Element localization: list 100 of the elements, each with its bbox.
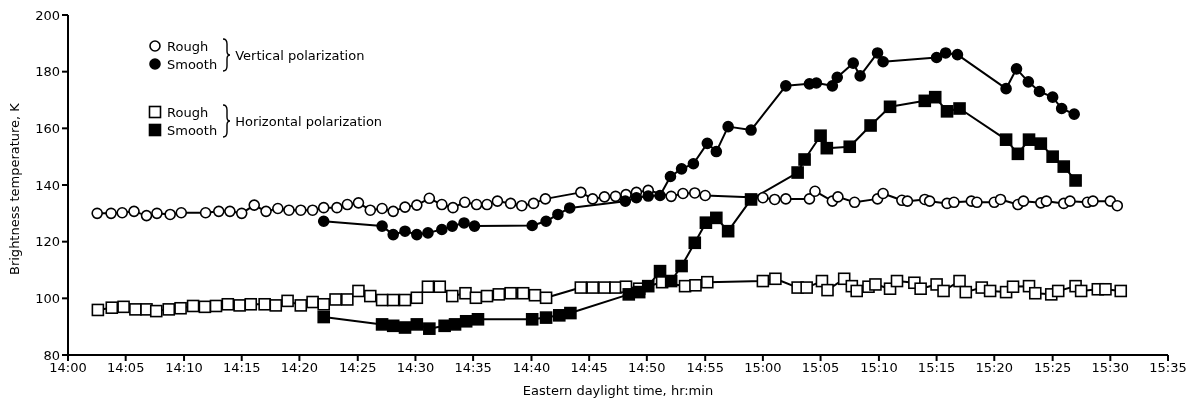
x-tick-label: 15:00 bbox=[744, 360, 782, 376]
x-tick-label: 14:35 bbox=[454, 360, 492, 376]
x-tick-label: 15:05 bbox=[801, 360, 840, 376]
point bbox=[701, 137, 714, 150]
point bbox=[642, 190, 655, 202]
x-tick-label: 14:15 bbox=[222, 360, 261, 376]
y-tick-label: 120 bbox=[35, 234, 60, 250]
point bbox=[721, 224, 735, 238]
point bbox=[471, 313, 485, 326]
point bbox=[539, 311, 553, 324]
point bbox=[791, 166, 804, 179]
point bbox=[1046, 150, 1059, 163]
point bbox=[1046, 91, 1059, 103]
x-tick-label: 14:10 bbox=[165, 360, 203, 376]
point bbox=[411, 228, 423, 241]
x-tick-label: 15:25 bbox=[1033, 360, 1072, 376]
point bbox=[317, 310, 331, 324]
point bbox=[877, 55, 889, 68]
x-tick-label: 14:40 bbox=[512, 360, 551, 376]
point bbox=[699, 216, 713, 229]
x-tick-label: 15:10 bbox=[860, 360, 898, 376]
point bbox=[641, 279, 655, 293]
point bbox=[1034, 137, 1048, 150]
point bbox=[847, 57, 860, 69]
point bbox=[540, 215, 552, 228]
annotation: Vertical polarization bbox=[235, 47, 365, 63]
point bbox=[999, 133, 1013, 146]
x-tick-label: 14:25 bbox=[339, 360, 377, 376]
point bbox=[871, 47, 884, 59]
x-tick-label: 14:00 bbox=[49, 360, 87, 376]
legend-label: Smooth bbox=[167, 56, 218, 72]
y-tick-label: 100 bbox=[35, 290, 60, 306]
point bbox=[688, 236, 702, 250]
point bbox=[375, 318, 389, 331]
x-tick-label: 15:35 bbox=[1149, 360, 1187, 376]
point bbox=[798, 153, 811, 166]
point bbox=[436, 223, 448, 236]
point bbox=[468, 220, 481, 232]
point bbox=[654, 189, 666, 202]
point bbox=[940, 105, 954, 118]
y-tick-label: 180 bbox=[35, 64, 60, 80]
point bbox=[399, 225, 411, 237]
point bbox=[564, 306, 577, 320]
point bbox=[864, 119, 877, 132]
point bbox=[622, 288, 636, 301]
y-tick-label: 80 bbox=[43, 347, 60, 363]
legend-label: Rough bbox=[167, 104, 209, 120]
x-axis-title: Eastern daylight time, hr:min bbox=[522, 383, 714, 398]
x-tick-label: 14:45 bbox=[570, 360, 608, 376]
point bbox=[883, 100, 897, 114]
point bbox=[422, 227, 434, 239]
x-tick-label: 15:15 bbox=[917, 360, 956, 376]
x-tick-label: 14:55 bbox=[686, 360, 724, 376]
point bbox=[831, 71, 844, 84]
point bbox=[664, 274, 678, 288]
point bbox=[710, 145, 723, 158]
x-tick-label: 14:20 bbox=[280, 360, 319, 376]
y-tick-label: 160 bbox=[35, 120, 60, 136]
point bbox=[826, 80, 839, 92]
y-axis-title: Brightness temperature, K bbox=[6, 102, 22, 275]
point bbox=[526, 219, 538, 232]
point bbox=[928, 90, 942, 104]
point bbox=[1010, 63, 1023, 75]
point bbox=[525, 313, 539, 326]
legend-label: Rough bbox=[167, 38, 209, 54]
point bbox=[317, 215, 330, 228]
point bbox=[458, 217, 470, 229]
point bbox=[446, 220, 459, 232]
point bbox=[376, 220, 388, 232]
point bbox=[939, 47, 952, 59]
point bbox=[953, 102, 966, 115]
point bbox=[552, 208, 564, 221]
x-tick-label: 15:30 bbox=[1091, 360, 1130, 376]
point bbox=[854, 70, 866, 82]
point bbox=[552, 309, 566, 322]
x-tick-label: 14:05 bbox=[106, 360, 145, 376]
point bbox=[1022, 76, 1035, 88]
point bbox=[563, 202, 576, 214]
x-tick-label: 14:30 bbox=[396, 360, 435, 376]
point bbox=[675, 259, 688, 273]
point bbox=[653, 264, 667, 278]
legend-label: Smooth bbox=[167, 122, 218, 138]
point bbox=[1055, 102, 1068, 115]
point bbox=[410, 318, 424, 331]
annotation: Horizontal polarization bbox=[235, 113, 383, 129]
point bbox=[619, 195, 632, 207]
point bbox=[820, 141, 834, 155]
point bbox=[745, 124, 757, 136]
point bbox=[1057, 160, 1071, 173]
point bbox=[843, 140, 857, 154]
point bbox=[918, 94, 932, 108]
point bbox=[687, 157, 700, 170]
y-tick-label: 200 bbox=[35, 7, 60, 23]
point bbox=[780, 80, 792, 92]
point bbox=[1069, 174, 1082, 187]
point bbox=[930, 51, 943, 64]
point bbox=[664, 170, 677, 183]
point bbox=[1033, 85, 1046, 98]
point bbox=[387, 228, 400, 241]
point bbox=[722, 120, 734, 133]
